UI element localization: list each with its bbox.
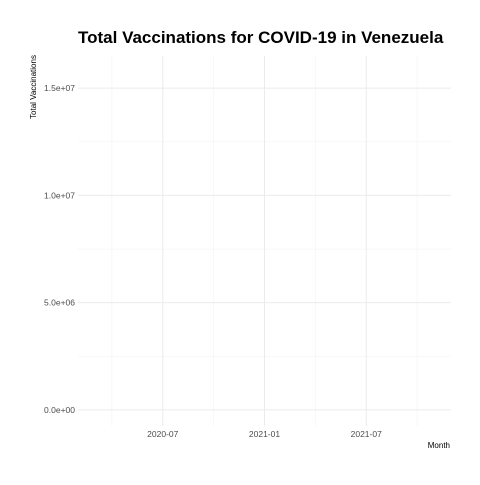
y-tick-label: 1.5e+07 xyxy=(44,83,75,93)
y-tick-label: 5.0e+06 xyxy=(44,298,75,308)
chart-title: Total Vaccinations for COVID-19 in Venez… xyxy=(78,28,444,47)
y-tick-labels: 0.0e+00 5.0e+06 1.0e+07 1.5e+07 xyxy=(44,83,75,415)
y-axis-title: Total Vaccinations xyxy=(29,55,38,119)
grid-lines xyxy=(78,56,451,426)
x-tick-label: 2021-01 xyxy=(249,429,280,439)
x-axis-title: Month xyxy=(428,441,450,450)
x-tick-label: 2020-07 xyxy=(147,429,178,439)
x-tick-label: 2021-07 xyxy=(351,429,382,439)
x-tick-labels: 2020-07 2021-01 2021-07 xyxy=(147,429,382,439)
y-tick-label: 1.0e+07 xyxy=(44,190,75,200)
y-tick-label: 0.0e+00 xyxy=(44,405,75,415)
